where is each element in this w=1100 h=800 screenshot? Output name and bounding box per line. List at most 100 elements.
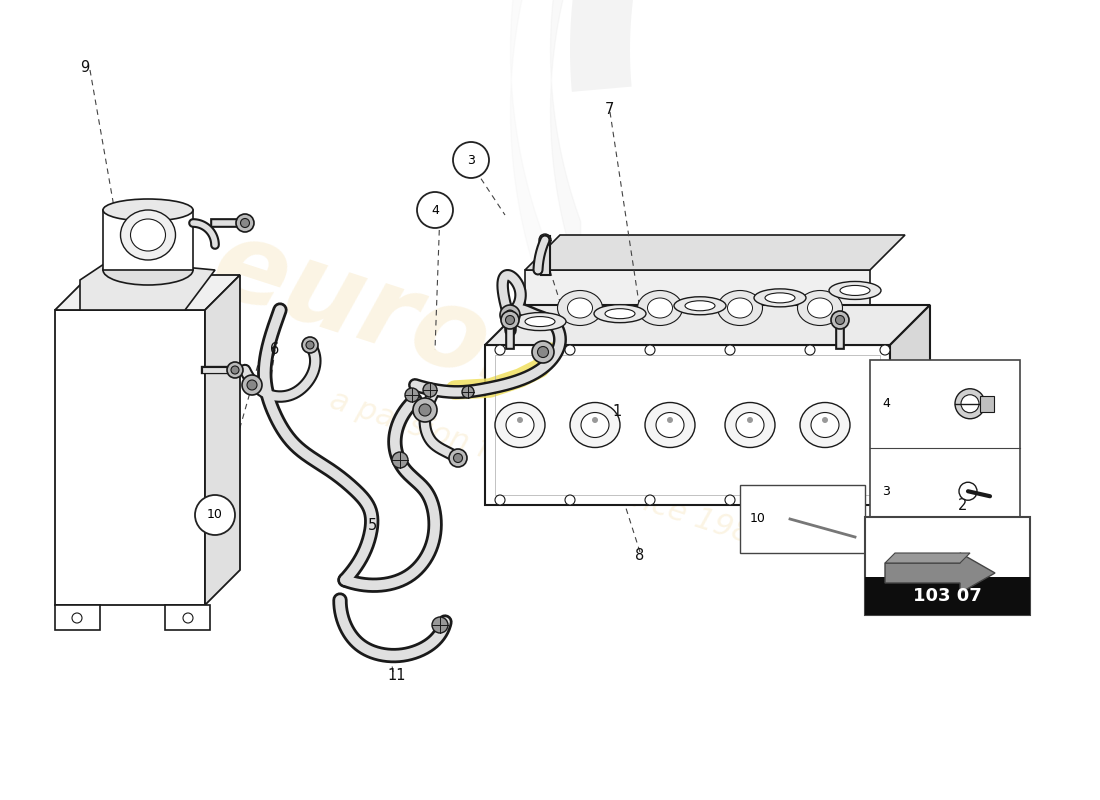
Circle shape [936,426,944,434]
Polygon shape [525,235,905,270]
FancyBboxPatch shape [740,485,865,553]
Polygon shape [890,305,930,505]
Circle shape [72,613,82,623]
Circle shape [592,417,598,423]
Ellipse shape [525,317,556,326]
Polygon shape [205,275,240,605]
Circle shape [880,495,890,505]
Ellipse shape [514,313,566,330]
Circle shape [195,495,235,535]
Circle shape [453,142,490,178]
Ellipse shape [506,413,534,438]
Text: 3: 3 [468,154,475,166]
Circle shape [405,388,419,402]
Circle shape [453,454,462,462]
Text: 9: 9 [80,61,89,75]
Ellipse shape [581,413,609,438]
Circle shape [505,310,515,320]
Circle shape [231,366,239,374]
Text: a passion for parts since 1985: a passion for parts since 1985 [327,385,773,555]
Text: 8: 8 [635,547,645,562]
Text: 2: 2 [958,498,967,513]
Circle shape [506,315,515,325]
Circle shape [932,422,948,438]
Ellipse shape [605,309,635,318]
Ellipse shape [131,219,165,251]
Circle shape [449,449,468,467]
Text: 1: 1 [612,405,621,419]
Circle shape [887,456,905,474]
Circle shape [248,380,257,390]
Ellipse shape [645,402,695,447]
Polygon shape [485,305,930,345]
Ellipse shape [959,482,977,500]
Ellipse shape [840,286,870,295]
Circle shape [183,613,192,623]
Circle shape [412,398,437,422]
Circle shape [241,218,250,227]
Ellipse shape [570,402,620,447]
Ellipse shape [558,290,603,326]
Circle shape [725,345,735,355]
Bar [980,396,994,412]
Polygon shape [103,210,192,270]
Circle shape [645,495,654,505]
Ellipse shape [495,402,544,447]
Circle shape [302,337,318,353]
Circle shape [667,417,673,423]
Circle shape [805,345,815,355]
Circle shape [538,346,549,358]
Text: 11: 11 [387,667,406,682]
Bar [865,577,1030,615]
Text: 103 07: 103 07 [913,587,981,605]
Ellipse shape [800,402,850,447]
Circle shape [830,311,849,329]
Circle shape [424,383,437,397]
Polygon shape [886,553,996,593]
Polygon shape [886,553,970,563]
Circle shape [822,417,828,423]
Ellipse shape [829,282,881,299]
Ellipse shape [103,255,192,285]
Circle shape [565,495,575,505]
Text: 5: 5 [368,518,377,533]
Polygon shape [55,310,205,605]
Circle shape [495,495,505,505]
Circle shape [227,362,243,378]
Polygon shape [570,0,942,92]
Ellipse shape [568,298,593,318]
Ellipse shape [674,297,726,314]
FancyBboxPatch shape [870,360,1020,535]
Ellipse shape [648,298,672,318]
Circle shape [495,345,505,355]
Circle shape [242,375,262,395]
Text: 6: 6 [270,342,279,358]
Polygon shape [55,275,240,310]
Circle shape [532,341,554,363]
Circle shape [891,461,901,470]
Circle shape [517,417,522,423]
Circle shape [645,345,654,355]
Ellipse shape [798,290,843,326]
Ellipse shape [121,210,176,260]
Ellipse shape [764,293,795,303]
Ellipse shape [656,413,684,438]
Circle shape [392,452,408,468]
Circle shape [955,389,984,418]
Ellipse shape [754,289,806,307]
Ellipse shape [103,199,192,221]
Ellipse shape [725,402,775,447]
Circle shape [419,404,431,416]
Text: 3: 3 [882,485,890,498]
Circle shape [747,417,754,423]
Circle shape [500,311,519,329]
Circle shape [500,305,520,325]
Ellipse shape [594,305,646,322]
FancyBboxPatch shape [865,517,1030,615]
Text: eurospares: eurospares [199,210,901,530]
Text: 10: 10 [750,513,766,526]
Ellipse shape [736,413,764,438]
Ellipse shape [638,290,682,326]
Circle shape [805,495,815,505]
Circle shape [306,341,313,349]
